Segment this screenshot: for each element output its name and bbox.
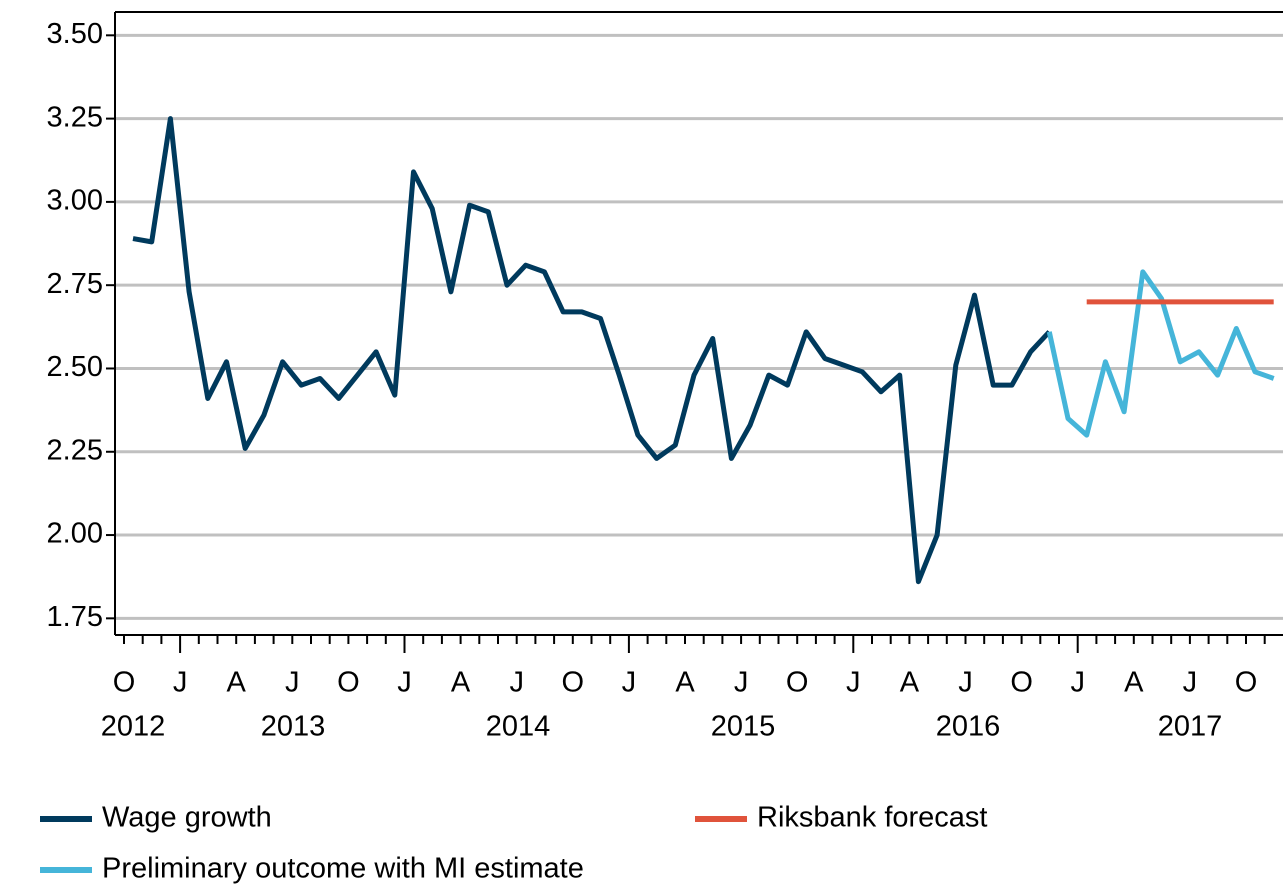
x-tick-label: O: [113, 667, 136, 699]
x-tick-label: O: [786, 667, 809, 699]
x-tick-label: O: [1010, 667, 1033, 699]
x-tick-label: A: [227, 667, 247, 699]
legend-label: Riksbank forecast: [757, 802, 988, 834]
x-tick-label: J: [285, 667, 300, 699]
series-line: [1046, 269, 1275, 438]
year-label: 2015: [711, 711, 776, 743]
x-tick-label: A: [675, 667, 695, 699]
year-label: 2017: [1158, 711, 1223, 743]
x-tick-label: A: [1124, 667, 1144, 699]
y-tick-label: 3.00: [47, 185, 103, 217]
x-tick-label: J: [173, 667, 188, 699]
y-tick-label: 2.00: [47, 518, 103, 550]
legend-label: Preliminary outcome with MI estimate: [102, 853, 584, 885]
x-tick-label: J: [1070, 667, 1085, 699]
year-label: 2016: [936, 711, 1001, 743]
y-tick-label: 2.75: [47, 268, 103, 300]
x-tick-label: J: [734, 667, 749, 699]
x-tick-label: A: [900, 667, 920, 699]
x-tick-label: J: [622, 667, 637, 699]
x-tick-label: O: [562, 667, 585, 699]
y-tick-label: 2.50: [47, 351, 103, 383]
x-tick-label: O: [1235, 667, 1258, 699]
y-tick-label: 1.75: [47, 601, 103, 633]
year-label: 2014: [486, 711, 551, 743]
y-tick-label: 3.25: [47, 101, 103, 133]
x-tick-label: J: [509, 667, 524, 699]
x-tick-label: O: [337, 667, 360, 699]
x-tick-label: A: [451, 667, 471, 699]
series-line: [132, 116, 1052, 585]
x-tick-label: J: [846, 667, 861, 699]
year-label: 2012: [101, 711, 166, 743]
y-tick-label: 2.25: [47, 434, 103, 466]
year-label: 2013: [261, 711, 326, 743]
x-tick-label: J: [397, 667, 412, 699]
legend-label: Wage growth: [102, 802, 272, 834]
x-tick-label: J: [1183, 667, 1198, 699]
x-tick-label: J: [958, 667, 973, 699]
y-tick-label: 3.50: [47, 18, 103, 50]
